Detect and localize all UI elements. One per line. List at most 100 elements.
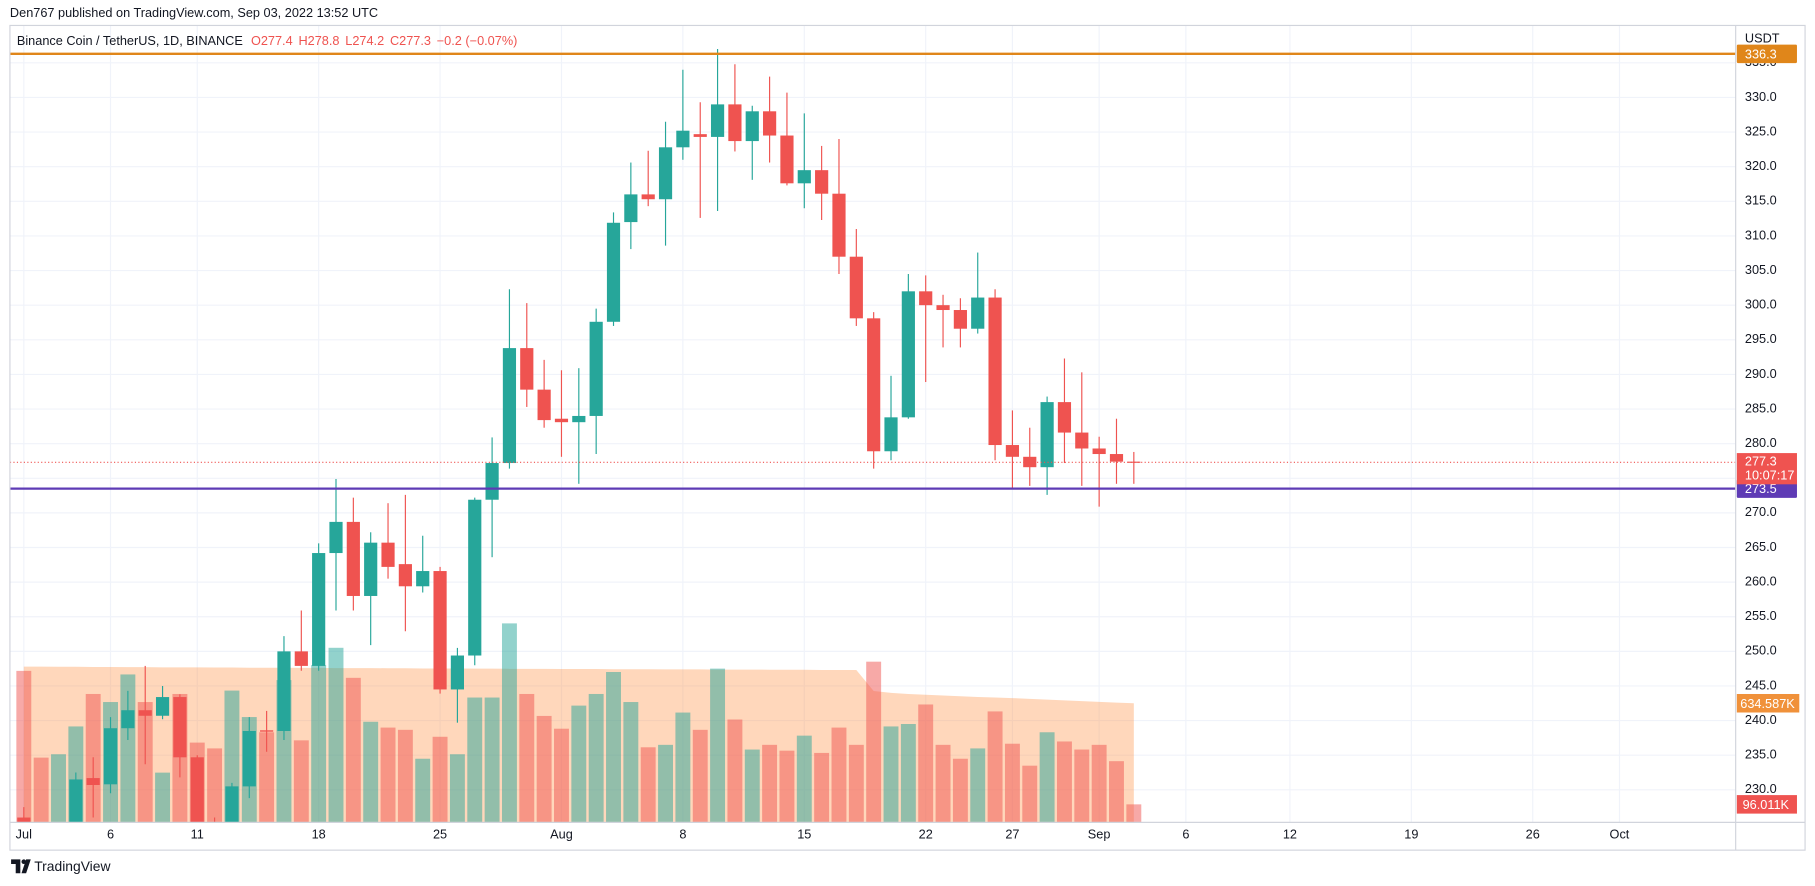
y-tick-label: 320.0 bbox=[1745, 158, 1777, 173]
volume-bar bbox=[415, 758, 431, 823]
candle-body bbox=[763, 111, 777, 136]
candle-body bbox=[658, 147, 673, 200]
y-tick-label: 230.0 bbox=[1745, 781, 1777, 796]
volume-bar bbox=[900, 724, 916, 823]
candle-body bbox=[797, 170, 811, 184]
volume-bar bbox=[1091, 744, 1107, 823]
candle-body bbox=[728, 104, 742, 142]
volume-bar bbox=[293, 740, 309, 823]
volume-bar bbox=[449, 754, 465, 823]
candle-body bbox=[225, 786, 239, 823]
candle-body bbox=[398, 564, 412, 587]
candle-body bbox=[277, 651, 291, 731]
y-tick-label: 240.0 bbox=[1745, 712, 1777, 727]
volume-bar bbox=[675, 712, 691, 823]
candle-body bbox=[1127, 461, 1141, 463]
candle-body bbox=[554, 418, 569, 423]
volume-bar bbox=[658, 744, 673, 823]
y-tick-label: 270.0 bbox=[1745, 504, 1777, 519]
volume-bar bbox=[397, 729, 413, 823]
candle-body bbox=[849, 256, 863, 319]
x-tick-label: 12 bbox=[1283, 826, 1297, 841]
legend-value: H278.8 bbox=[298, 33, 339, 48]
y-tick-label: 260.0 bbox=[1745, 573, 1777, 588]
candle-body bbox=[780, 135, 794, 184]
x-tick-label: 15 bbox=[797, 826, 811, 841]
volume-bar bbox=[1004, 743, 1020, 823]
attribution: Den767 published on TradingView.com, Sep… bbox=[10, 5, 378, 20]
y-tick-label: 250.0 bbox=[1745, 643, 1777, 658]
last-volume-label-box bbox=[1736, 795, 1797, 814]
y-tick-label: 330.0 bbox=[1745, 89, 1777, 104]
volume-bar bbox=[345, 677, 361, 823]
legend-value: O277.4 bbox=[251, 33, 293, 48]
volume-bar bbox=[432, 736, 448, 823]
candle-body bbox=[1023, 456, 1037, 468]
volume-bar bbox=[16, 670, 32, 823]
candle-body bbox=[867, 318, 881, 452]
candle-body bbox=[606, 222, 621, 322]
y-tick-label: 305.0 bbox=[1745, 262, 1777, 277]
volume-bar bbox=[606, 672, 621, 823]
volume-bar bbox=[814, 752, 830, 823]
candle-body bbox=[1075, 432, 1089, 449]
candle-body bbox=[1040, 402, 1054, 468]
volume-bar bbox=[918, 704, 934, 823]
price-pane bbox=[17, 48, 1141, 823]
candle-body bbox=[173, 697, 187, 758]
volume-bar bbox=[588, 693, 604, 823]
x-tick-label: 25 bbox=[433, 826, 447, 841]
volume-bar bbox=[554, 728, 569, 823]
x-tick-label: Oct bbox=[1610, 826, 1630, 841]
volume-bar bbox=[571, 705, 587, 823]
candle-body bbox=[1005, 445, 1020, 457]
candle-body bbox=[1109, 454, 1124, 462]
last-volume-label: 96.011K bbox=[1743, 797, 1790, 812]
x-tick-label: Aug bbox=[550, 826, 573, 841]
candle-body bbox=[919, 291, 933, 306]
candle-body bbox=[468, 499, 482, 656]
volume-bar bbox=[727, 719, 743, 823]
volume-bar bbox=[1126, 804, 1142, 823]
level-label: 273.5 bbox=[1745, 481, 1777, 496]
level-label-box bbox=[1736, 44, 1797, 64]
volume-bar bbox=[519, 693, 535, 823]
y-tick-label: 310.0 bbox=[1745, 227, 1777, 242]
overlays: 230.0 235.0 240.0 245.0 250.0 255.0 260.0 265.0… bbox=[9, 44, 1800, 841]
volume-bar bbox=[536, 715, 552, 823]
volume-bar bbox=[1022, 765, 1038, 823]
volume-bar bbox=[33, 757, 49, 823]
volume-bar bbox=[1056, 741, 1072, 823]
x-tick-label: 11 bbox=[191, 826, 204, 841]
y-tick-label: 285.0 bbox=[1745, 400, 1777, 415]
x-tick-label: 19 bbox=[1404, 826, 1418, 841]
currency-label: USDT bbox=[1745, 31, 1780, 46]
x-tick-label: 27 bbox=[1005, 826, 1019, 841]
candle-body bbox=[312, 553, 326, 666]
y-tick-label: 245.0 bbox=[1745, 677, 1777, 692]
volume-bar bbox=[155, 772, 171, 823]
volume-bar bbox=[744, 749, 760, 823]
candle-body bbox=[537, 389, 551, 421]
brand-logo bbox=[11, 859, 31, 874]
candle-body bbox=[364, 542, 378, 596]
logo-part bbox=[21, 859, 31, 874]
volume-bar bbox=[328, 647, 344, 823]
candle-body bbox=[832, 193, 846, 257]
candle-body bbox=[294, 651, 308, 666]
x-tick-label: 8 bbox=[679, 826, 686, 841]
volume-bar bbox=[831, 727, 847, 823]
volume-bar bbox=[987, 711, 1003, 823]
candle-body bbox=[346, 521, 360, 596]
volume-bar bbox=[935, 744, 951, 823]
candle-body bbox=[520, 348, 534, 390]
brand-name: TradingView bbox=[34, 858, 111, 874]
candle-body bbox=[1092, 448, 1106, 455]
candle-body bbox=[502, 348, 517, 464]
volume-bar bbox=[207, 748, 223, 823]
candle-body bbox=[121, 710, 135, 729]
volume-bar bbox=[1039, 732, 1055, 823]
volume-bar bbox=[467, 697, 483, 823]
candle-body bbox=[329, 521, 343, 554]
volume-bar bbox=[866, 661, 882, 823]
